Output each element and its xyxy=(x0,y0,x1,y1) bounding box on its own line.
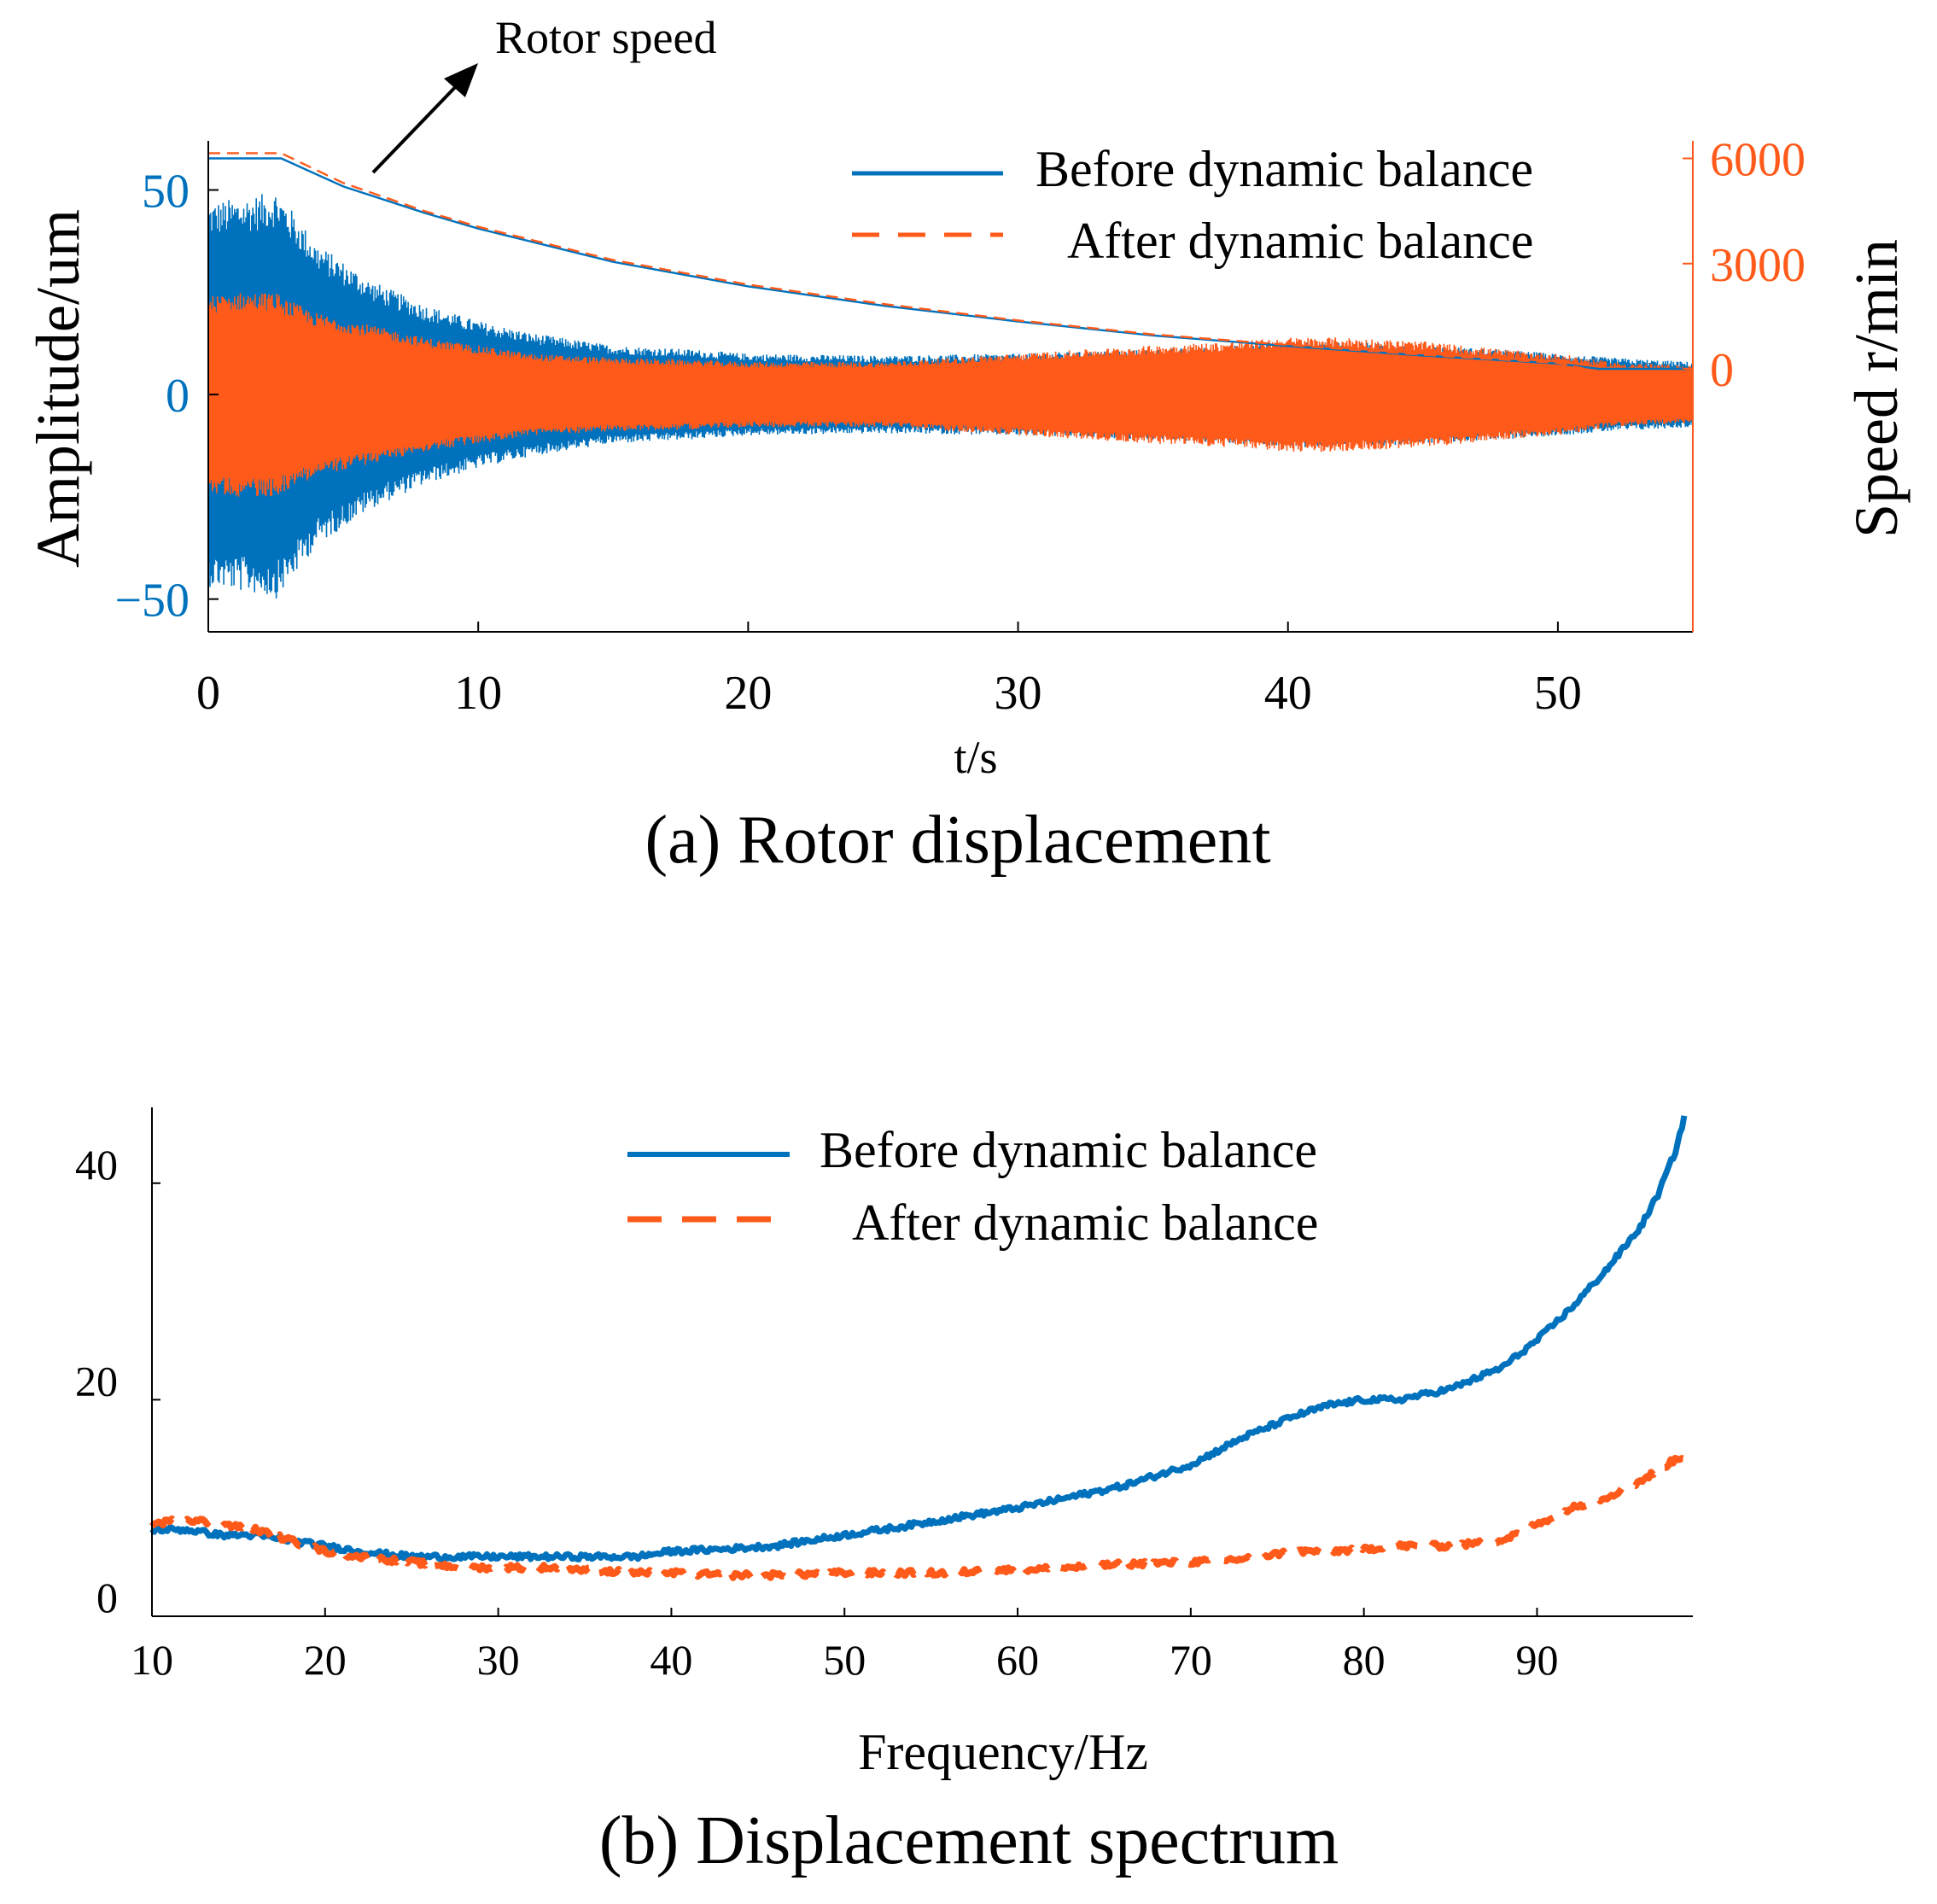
panel-b-x-tick-label: 40 xyxy=(650,1636,692,1684)
panel-b-displacement-spectrum: 10 20 30 40 50 60 70 80 90 0 20 40 Frequency/Hz Be… xyxy=(75,1107,1695,1878)
panel-a-x-tick-label: 40 xyxy=(1264,667,1312,720)
panel-b-x-ticks: 10 20 30 40 50 60 70 80 90 xyxy=(131,1608,1558,1684)
panel-b-y-tick-label: 0 xyxy=(96,1574,118,1621)
panel-a-x-ticks: 0 10 20 30 40 50 xyxy=(196,622,1582,720)
panel-b-legend-label-after: After dynamic balance xyxy=(852,1194,1318,1251)
panel-a-left-y-tick-label: 50 xyxy=(142,166,190,219)
panel-b-x-axis-label: Frequency/Hz xyxy=(858,1724,1148,1780)
panel-a-left-y-tick-label: −50 xyxy=(114,575,190,628)
panel-a-legend: Before dynamic balance After dynamic bal… xyxy=(852,141,1533,269)
panel-a-right-y-axis-label: Speed r/min xyxy=(1842,239,1911,538)
panel-a-series-layer xyxy=(207,152,1694,599)
panel-a-vibration-after xyxy=(207,293,1694,497)
rotor-speed-arrowhead-icon xyxy=(444,63,478,97)
panel-b-y-tick-label: 20 xyxy=(75,1357,118,1405)
panel-a-speed-after xyxy=(208,152,1585,371)
panel-a-left-y-axis-label: Amplitude/um xyxy=(24,209,92,568)
rotor-speed-annotation-text: Rotor speed xyxy=(495,12,716,63)
panel-b-series-layer xyxy=(149,1115,1695,1581)
panel-a-x-axis-label: t/s xyxy=(954,732,997,783)
panel-a-caption: (a) Rotor displacement xyxy=(645,803,1270,878)
panel-b-spectrum-before xyxy=(149,1115,1688,1562)
rotor-speed-arrow-icon xyxy=(371,79,463,174)
panel-a-right-y-tick-label: 6000 xyxy=(1710,134,1806,187)
panel-a-right-y-ticks: 0 3000 6000 xyxy=(1683,134,1806,397)
panel-a-right-y-tick-label: 0 xyxy=(1710,344,1734,397)
panel-a-left-y-tick-label: 0 xyxy=(166,370,190,423)
panel-a-x-tick-label: 0 xyxy=(196,667,220,720)
panel-a-x-tick-label: 10 xyxy=(454,667,502,720)
panel-a-right-y-tick-label: 3000 xyxy=(1710,239,1806,292)
panel-b-y-tick-label: 40 xyxy=(75,1141,118,1189)
panel-a-x-tick-label: 20 xyxy=(724,667,772,720)
panel-b-y-ticks: 0 20 40 xyxy=(75,1141,160,1621)
panel-a-legend-label-before: Before dynamic balance xyxy=(1036,141,1533,197)
panel-b-x-tick-label: 30 xyxy=(477,1636,520,1684)
panel-a-left-y-ticks: −50 0 50 xyxy=(114,166,219,628)
panel-b-x-tick-label: 50 xyxy=(823,1636,866,1684)
panel-a-legend-label-after: After dynamic balance xyxy=(1067,213,1533,269)
panel-b-x-tick-label: 20 xyxy=(304,1636,347,1684)
panel-a-speed-before xyxy=(208,157,1693,371)
panel-a-x-tick-label: 50 xyxy=(1534,667,1582,720)
panel-b-x-tick-label: 70 xyxy=(1170,1636,1212,1684)
panel-b-legend-label-before: Before dynamic balance xyxy=(820,1122,1317,1178)
panel-b-x-tick-label: 10 xyxy=(131,1636,173,1684)
panel-b-x-tick-label: 90 xyxy=(1515,1636,1558,1684)
panel-a-x-tick-label: 30 xyxy=(995,667,1042,720)
rotor-speed-annotation: Rotor speed xyxy=(371,12,716,174)
panel-b-x-tick-label: 60 xyxy=(996,1636,1039,1684)
panel-b-x-tick-label: 80 xyxy=(1343,1636,1386,1684)
panel-b-spectrum-after xyxy=(149,1451,1695,1581)
panel-b-legend: Before dynamic balance After dynamic bal… xyxy=(627,1122,1318,1251)
panel-b-caption: (b) Displacement spectrum xyxy=(599,1803,1339,1878)
